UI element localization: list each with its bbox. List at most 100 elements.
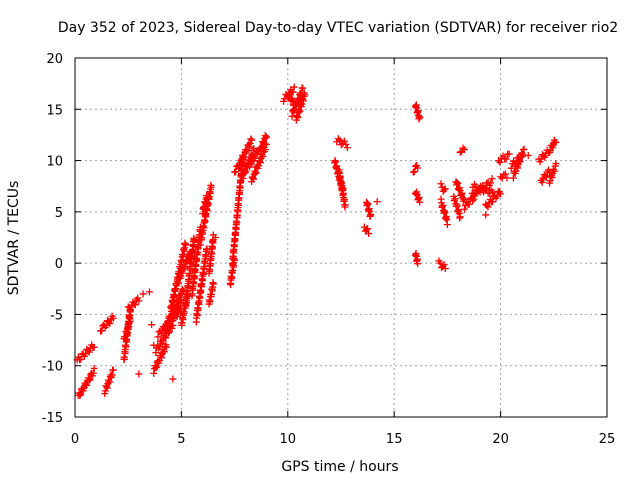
- y-tick-label: -5: [50, 308, 63, 323]
- data-point: [154, 333, 162, 341]
- data-point: [150, 369, 158, 377]
- y-tick-label: 20: [46, 52, 63, 67]
- y-tick-label: 5: [55, 206, 63, 221]
- data-point: [552, 138, 560, 146]
- data-point: [289, 88, 297, 96]
- data-point: [549, 144, 557, 152]
- data-point: [416, 198, 424, 206]
- data-point: [414, 260, 422, 268]
- data-point: [182, 241, 190, 249]
- data-point: [497, 190, 505, 198]
- data-point: [467, 194, 475, 202]
- data-point: [190, 236, 198, 244]
- data-point: [301, 91, 309, 99]
- data-point: [456, 148, 464, 156]
- data-point: [160, 348, 168, 356]
- x-tick-label: 0: [71, 432, 79, 447]
- data-point: [364, 225, 372, 233]
- data-point: [127, 306, 135, 314]
- data-point: [484, 203, 492, 211]
- data-point: [251, 154, 259, 162]
- data-point: [343, 144, 351, 152]
- data-point: [409, 168, 417, 176]
- data-point: [465, 200, 473, 208]
- data-point: [373, 198, 381, 206]
- x-tick-label: 25: [599, 432, 616, 447]
- data-point: [85, 348, 93, 356]
- data-point: [416, 113, 424, 121]
- x-tick-label: 10: [280, 432, 297, 447]
- data-point: [169, 309, 177, 317]
- data-point: [552, 160, 560, 168]
- data-point: [247, 135, 255, 143]
- data-point: [410, 167, 418, 175]
- data-point: [155, 344, 163, 352]
- y-tick-label: 15: [46, 103, 63, 118]
- data-point: [76, 391, 84, 399]
- data-point: [109, 366, 117, 374]
- data-point: [480, 188, 488, 196]
- data-point: [242, 148, 250, 156]
- data-point: [86, 376, 94, 384]
- chart-title: Day 352 of 2023, Sidereal Day-to-day VTE…: [58, 20, 618, 36]
- data-point: [336, 136, 344, 144]
- data-point: [524, 151, 532, 159]
- data-point: [145, 288, 153, 296]
- data-point: [109, 314, 117, 322]
- data-point: [341, 201, 349, 209]
- data-point: [90, 364, 98, 372]
- data-point: [243, 146, 251, 154]
- y-tick-label: 0: [55, 257, 63, 272]
- data-point: [150, 341, 158, 349]
- data-point: [226, 280, 234, 288]
- data-point: [203, 194, 211, 202]
- data-point: [209, 280, 217, 288]
- data-point: [83, 382, 91, 390]
- data-point: [179, 286, 187, 294]
- data-point: [131, 301, 139, 309]
- data-point: [505, 150, 513, 158]
- data-point: [477, 182, 485, 190]
- data-point: [211, 234, 219, 241]
- data-point: [489, 198, 497, 206]
- data-point: [153, 363, 161, 371]
- data-point: [483, 185, 491, 193]
- x-tick-label: 5: [177, 432, 185, 447]
- data-point: [77, 355, 85, 363]
- data-point: [246, 139, 254, 147]
- data-points: [73, 83, 560, 399]
- data-point: [290, 83, 298, 91]
- x-tick-label: 15: [386, 432, 403, 447]
- data-point: [139, 290, 147, 298]
- grid: [75, 58, 607, 417]
- data-point: [245, 143, 253, 151]
- data-point: [232, 168, 240, 176]
- data-point: [106, 319, 114, 327]
- data-point: [440, 261, 448, 269]
- data-point: [460, 205, 468, 213]
- data-point: [158, 354, 166, 362]
- data-point: [135, 370, 143, 378]
- data-point: [520, 145, 528, 153]
- data-point: [253, 149, 261, 157]
- data-point: [443, 221, 451, 229]
- data-point: [541, 153, 549, 161]
- data-point: [162, 334, 170, 342]
- x-tick-label: 20: [492, 432, 509, 447]
- data-point: [148, 321, 156, 329]
- data-point: [288, 94, 296, 102]
- data-point: [340, 137, 348, 145]
- data-point: [135, 297, 143, 305]
- plot-frame: [74, 57, 608, 418]
- data-point: [486, 189, 494, 197]
- data-point: [163, 343, 171, 351]
- data-point: [334, 135, 342, 143]
- data-point: [437, 180, 445, 188]
- data-point: [165, 328, 173, 336]
- data-point: [158, 339, 166, 347]
- data-point: [456, 213, 464, 221]
- data-point: [365, 230, 373, 238]
- data-point: [488, 175, 496, 183]
- data-point: [502, 155, 510, 163]
